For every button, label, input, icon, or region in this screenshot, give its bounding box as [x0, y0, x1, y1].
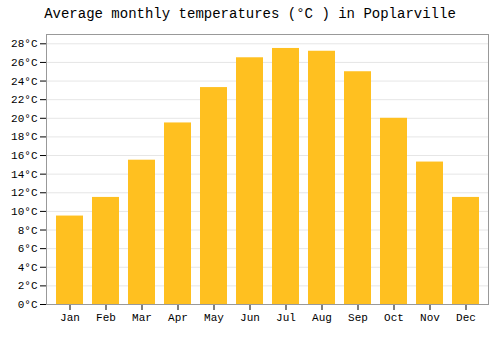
svg-text:28°C: 28°C — [11, 38, 38, 50]
svg-text:Mar: Mar — [132, 312, 152, 324]
svg-text:Dec: Dec — [456, 312, 476, 324]
svg-text:26°C: 26°C — [11, 57, 38, 69]
svg-text:10°C: 10°C — [11, 206, 38, 218]
svg-text:24°C: 24°C — [11, 76, 38, 88]
svg-text:14°C: 14°C — [11, 169, 38, 181]
svg-text:18°C: 18°C — [11, 131, 38, 143]
svg-text:May: May — [204, 312, 224, 324]
svg-text:Apr: Apr — [168, 312, 188, 324]
svg-text:Sep: Sep — [348, 312, 368, 324]
svg-text:2°C: 2°C — [18, 280, 38, 292]
svg-text:8°C: 8°C — [18, 225, 38, 237]
svg-text:20°C: 20°C — [11, 113, 38, 125]
svg-text:Feb: Feb — [96, 312, 116, 324]
svg-text:Oct: Oct — [384, 312, 404, 324]
svg-text:6°C: 6°C — [18, 243, 38, 255]
svg-text:Jul: Jul — [276, 312, 296, 324]
svg-text:16°C: 16°C — [11, 150, 38, 162]
svg-text:Jan: Jan — [60, 312, 80, 324]
svg-text:12°C: 12°C — [11, 187, 38, 199]
html-text:Average monthly temperatures (: Average monthly temperatures (°C ) in Po… — [44, 6, 456, 22]
svg-text:Jun: Jun — [240, 312, 260, 324]
svg-text:4°C: 4°C — [18, 262, 38, 274]
svg-text:Aug: Aug — [312, 312, 332, 324]
svg-text:22°C: 22°C — [11, 94, 38, 106]
svg-text:0°C: 0°C — [18, 299, 38, 311]
svg-text:Nov: Nov — [420, 312, 440, 324]
